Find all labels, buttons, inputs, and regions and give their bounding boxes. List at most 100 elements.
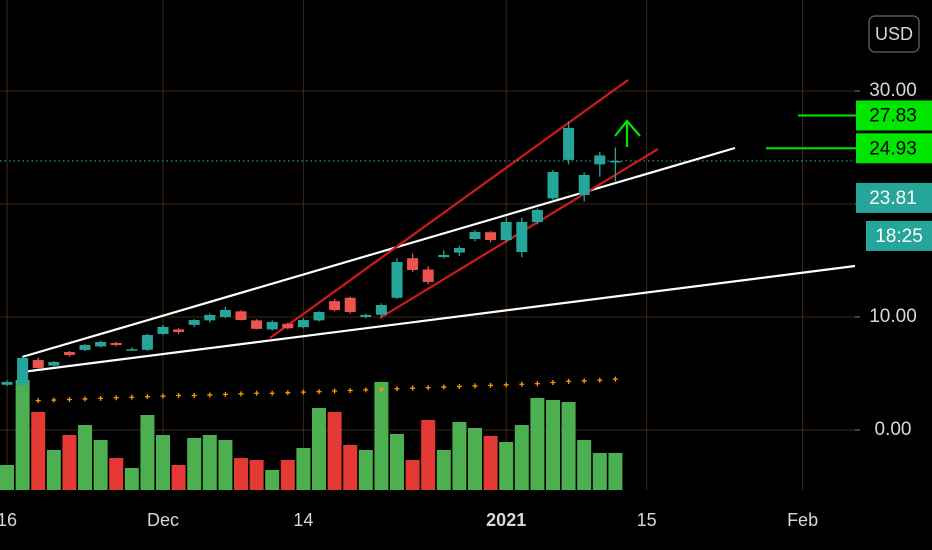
volume-bar: [171, 465, 186, 490]
volume-bar: [31, 412, 46, 490]
candle-body: [282, 323, 294, 329]
indicator-point: [550, 380, 556, 386]
volume-bar: [46, 450, 61, 490]
indicator-point: [597, 377, 603, 383]
indicator-point: [207, 392, 213, 398]
candle-body: [141, 334, 153, 350]
indicator-point: [456, 383, 462, 389]
candle-body: [344, 297, 356, 313]
indicator-point: [285, 390, 291, 396]
indicator-point: [300, 389, 306, 395]
price-line-label-box: [856, 100, 932, 131]
indicator-point: [269, 390, 275, 396]
indicator-point: [98, 395, 104, 401]
currency-label[interactable]: USD: [875, 24, 913, 44]
indicator-point: [129, 394, 135, 400]
indicator-point: [488, 382, 494, 388]
price-line-label: 27.83: [869, 106, 917, 127]
candle-body: [204, 314, 216, 321]
indicator-point: [441, 384, 447, 390]
candle-body: [95, 341, 107, 347]
y-tick-label: 0.00: [875, 419, 912, 440]
volume-bar: [530, 398, 545, 490]
candle-body: [63, 352, 75, 355]
candles: [1, 121, 621, 386]
indicator-point: [82, 396, 88, 402]
candle-body: [438, 254, 450, 258]
volume-bar: [234, 458, 249, 490]
x-tick-label: 2021: [486, 510, 526, 530]
volume-bar: [15, 380, 30, 490]
indicator-point: [66, 396, 72, 402]
volume-bar: [140, 415, 155, 490]
indicator-point: [363, 387, 369, 393]
x-tick-label: 15: [637, 510, 657, 530]
indicator-point: [410, 385, 416, 391]
volume-bar: [514, 425, 529, 490]
indicator-point: [222, 391, 228, 397]
candle-body: [422, 269, 434, 282]
indicator-point: [425, 385, 431, 391]
indicator-point: [160, 393, 166, 399]
candle-body: [313, 312, 325, 321]
volume-bar: [78, 425, 93, 490]
candle-body: [360, 314, 372, 317]
volume-bar: [436, 450, 451, 490]
candle-body: [500, 221, 512, 241]
candle-body: [609, 160, 621, 163]
indicator-point: [534, 381, 540, 387]
last-price-box: [856, 182, 932, 213]
volume-bar: [561, 402, 576, 490]
volume-bar: [421, 420, 436, 490]
indicator-point: [254, 390, 260, 396]
volume-bar: [545, 400, 560, 490]
currency-button[interactable]: USD: [868, 15, 920, 53]
candle-body: [578, 174, 590, 195]
candle-body: [594, 155, 606, 165]
volume-bar: [0, 465, 15, 490]
volume-bar: [608, 453, 623, 490]
price-line-label-box: [856, 133, 932, 164]
indicator-point: [347, 387, 353, 393]
candle-body: [516, 221, 528, 253]
indicator-point: [113, 395, 119, 401]
lower-trend-line: [21, 264, 856, 374]
currency-button-frame[interactable]: [868, 15, 920, 53]
indicator-point: [394, 386, 400, 392]
volume-pane: [0, 380, 623, 490]
upper-trend-line: [21, 146, 736, 359]
indicator-point: [35, 398, 41, 404]
candle-body: [79, 345, 91, 350]
volume-bar: [327, 412, 342, 490]
indicator-point: [581, 378, 587, 384]
candle-body: [266, 321, 278, 330]
volume-bar: [390, 434, 405, 490]
volume-bar: [296, 448, 311, 490]
indicator-point: [51, 397, 57, 403]
volume-bar: [93, 440, 108, 490]
volume-bar: [280, 460, 295, 490]
indicator-point: [332, 388, 338, 394]
indicator-point: [316, 389, 322, 395]
volume-bar: [62, 435, 77, 490]
volume-bar: [405, 460, 420, 490]
volume-bar: [312, 408, 327, 490]
candle-body: [469, 232, 481, 240]
indicator-point: [612, 376, 618, 382]
volume-bar: [187, 438, 202, 490]
candle-body: [219, 309, 231, 317]
last-price-label: 23.81: [869, 188, 917, 209]
volume-bar: [592, 453, 607, 490]
y-tick-label: 30.00: [869, 80, 917, 101]
countdown-label: 18:25: [875, 226, 923, 247]
indicator-point: [238, 391, 244, 397]
indicator-point: [191, 393, 197, 399]
candle-body: [48, 361, 60, 366]
candle-body: [32, 360, 44, 368]
volume-bar: [265, 470, 280, 490]
volume-bar: [374, 382, 389, 490]
indicator-point: [144, 394, 150, 400]
volume-bar: [343, 445, 358, 490]
